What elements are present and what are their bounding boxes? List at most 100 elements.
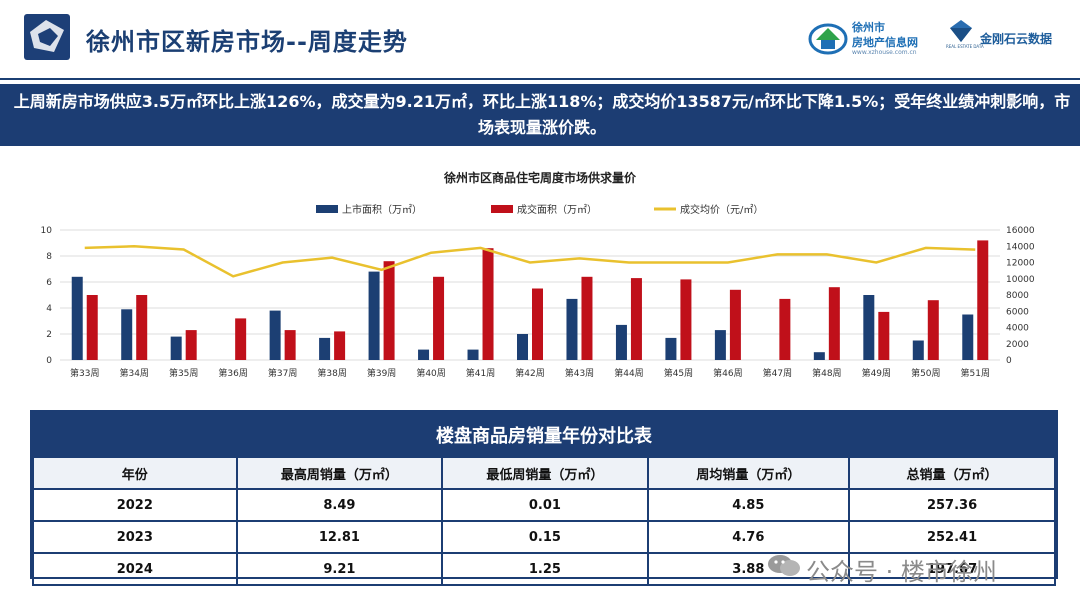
diamond-logo-icon	[950, 20, 972, 42]
bar	[878, 311, 890, 360]
x-tick-label: 第47周	[763, 367, 792, 379]
table-row: 2024 9.21 1.25 3.88 197.67	[32, 552, 1056, 586]
y-tick-label-left: 0	[46, 356, 52, 366]
y-tick-label-right: 0	[1006, 356, 1012, 366]
brand-name-line2: 房地产信息网	[852, 36, 918, 49]
brand-url: www.xzhouse.com.cn	[852, 49, 917, 56]
legend-label: 成交面积（万㎡）	[517, 203, 597, 216]
cell-avg: 3.88	[646, 552, 851, 586]
bar	[170, 336, 182, 360]
legend-swatch	[491, 205, 513, 213]
bar	[368, 271, 380, 360]
y-tick-label-left: 8	[46, 252, 52, 262]
y-tick-label-right: 16000	[1006, 226, 1035, 236]
bar	[729, 289, 741, 360]
cell-avg: 4.85	[646, 488, 851, 522]
bar	[680, 279, 692, 360]
bar	[517, 334, 528, 360]
x-tick-label: 第49周	[862, 367, 891, 379]
y-tick-label-left: 4	[46, 304, 52, 314]
page-title: 徐州市区新房市场--周度走势	[86, 28, 408, 56]
bar	[630, 278, 642, 360]
x-tick-label: 第40周	[416, 367, 445, 379]
cell-total: 252.41	[848, 520, 1056, 554]
bar	[714, 330, 726, 360]
bar	[566, 298, 578, 360]
bar	[813, 352, 825, 360]
cell-min: 0.01	[441, 488, 649, 522]
bar	[86, 295, 98, 360]
y-tick-label-right: 4000	[1006, 324, 1029, 334]
price-line	[84, 244, 976, 278]
bar	[962, 314, 974, 360]
bar	[779, 298, 791, 360]
legend-label: 成交均价（元/㎡）	[680, 203, 763, 216]
x-tick-label: 第37周	[268, 367, 297, 379]
cell-year: 2022	[32, 488, 238, 522]
brand-name: 金刚石云数据	[980, 32, 1053, 46]
x-tick-label: 第46周	[713, 367, 742, 379]
x-tick-label: 第38周	[317, 367, 346, 379]
summary-text: 上周新房市场供应3.5万㎡环比上涨126%，成交量为9.21万㎡，环比上涨118…	[13, 92, 1071, 137]
cell-max: 9.21	[235, 552, 444, 586]
watermark-text: 公众号 · 楼市徐州	[806, 558, 997, 586]
y-tick-label-right: 8000	[1006, 291, 1029, 301]
wechat-watermark: 公众号 · 楼市徐州	[758, 546, 1058, 586]
col-header-year: 年份	[32, 456, 238, 490]
comparison-table-panel: 楼盘商品房销量年份对比表 年份 最高周销量（万㎡） 最低周销量（万㎡） 周均销量…	[30, 410, 1058, 586]
comparison-table: 年份 最高周销量（万㎡） 最低周销量（万㎡） 周均销量（万㎡） 总销量（万㎡） …	[32, 456, 1056, 586]
bar	[284, 330, 296, 360]
y-tick-label-right: 6000	[1006, 307, 1029, 317]
brand-logo-jingangshi: 金刚石云数据 REAL ESTATE DATA	[946, 18, 1066, 56]
y-tick-label-right: 14000	[1006, 242, 1035, 252]
x-tick-label: 第41周	[466, 367, 495, 379]
cell-year: 2023	[32, 520, 238, 554]
x-tick-label: 第35周	[169, 367, 198, 379]
x-tick-label: 第48周	[812, 367, 841, 379]
bar	[467, 349, 479, 360]
logo-icon	[24, 14, 70, 60]
bar	[418, 349, 430, 360]
bar	[828, 287, 840, 360]
bar	[334, 331, 346, 360]
x-tick-label: 第34周	[119, 367, 148, 379]
brand-sub: REAL ESTATE DATA	[946, 44, 984, 49]
header: 徐州市区新房市场--周度走势 徐州市 房地产信息网 www.xzhouse.co…	[0, 0, 1080, 82]
bar	[71, 276, 83, 360]
bar	[615, 324, 627, 360]
cell-year: 2024	[32, 552, 238, 586]
bar	[136, 295, 148, 360]
cell-min: 1.25	[441, 552, 649, 586]
header-divider	[0, 78, 1080, 80]
bar	[581, 276, 593, 360]
y-tick-label-left: 10	[41, 226, 53, 236]
x-tick-label: 第39周	[367, 367, 396, 379]
y-tick-label-right: 12000	[1006, 259, 1035, 269]
y-tick-label-right: 2000	[1006, 340, 1029, 350]
cell-avg: 4.76	[646, 520, 851, 554]
table-row: 2022 8.49 0.01 4.85 257.36	[32, 488, 1056, 522]
bar	[912, 340, 924, 360]
legend-label: 上市面积（万㎡）	[342, 203, 422, 216]
x-tick-label: 第44周	[614, 367, 643, 379]
y-tick-label-left: 2	[46, 330, 52, 340]
legend-swatch	[316, 205, 338, 213]
bar	[235, 318, 247, 360]
y-tick-label-left: 6	[46, 278, 52, 288]
y-tick-label-right: 10000	[1006, 275, 1035, 285]
x-tick-label: 第36周	[218, 367, 247, 379]
x-tick-label: 第42周	[515, 367, 544, 379]
summary-banner: 上周新房市场供应3.5万㎡环比上涨126%，成交量为9.21万㎡，环比上涨118…	[0, 84, 1080, 146]
table-header-row: 年份 最高周销量（万㎡） 最低周销量（万㎡） 周均销量（万㎡） 总销量（万㎡）	[32, 456, 1056, 490]
col-header-total: 总销量（万㎡）	[848, 456, 1056, 490]
x-tick-label: 第51周	[961, 367, 990, 379]
bar	[185, 330, 197, 360]
x-tick-label: 第45周	[664, 367, 693, 379]
bar	[665, 337, 677, 360]
table-title-bar: 楼盘商品房销量年份对比表	[32, 412, 1056, 456]
bar	[269, 310, 281, 360]
x-tick-label: 第50周	[911, 367, 940, 379]
bar	[977, 240, 989, 360]
bar	[863, 295, 875, 360]
